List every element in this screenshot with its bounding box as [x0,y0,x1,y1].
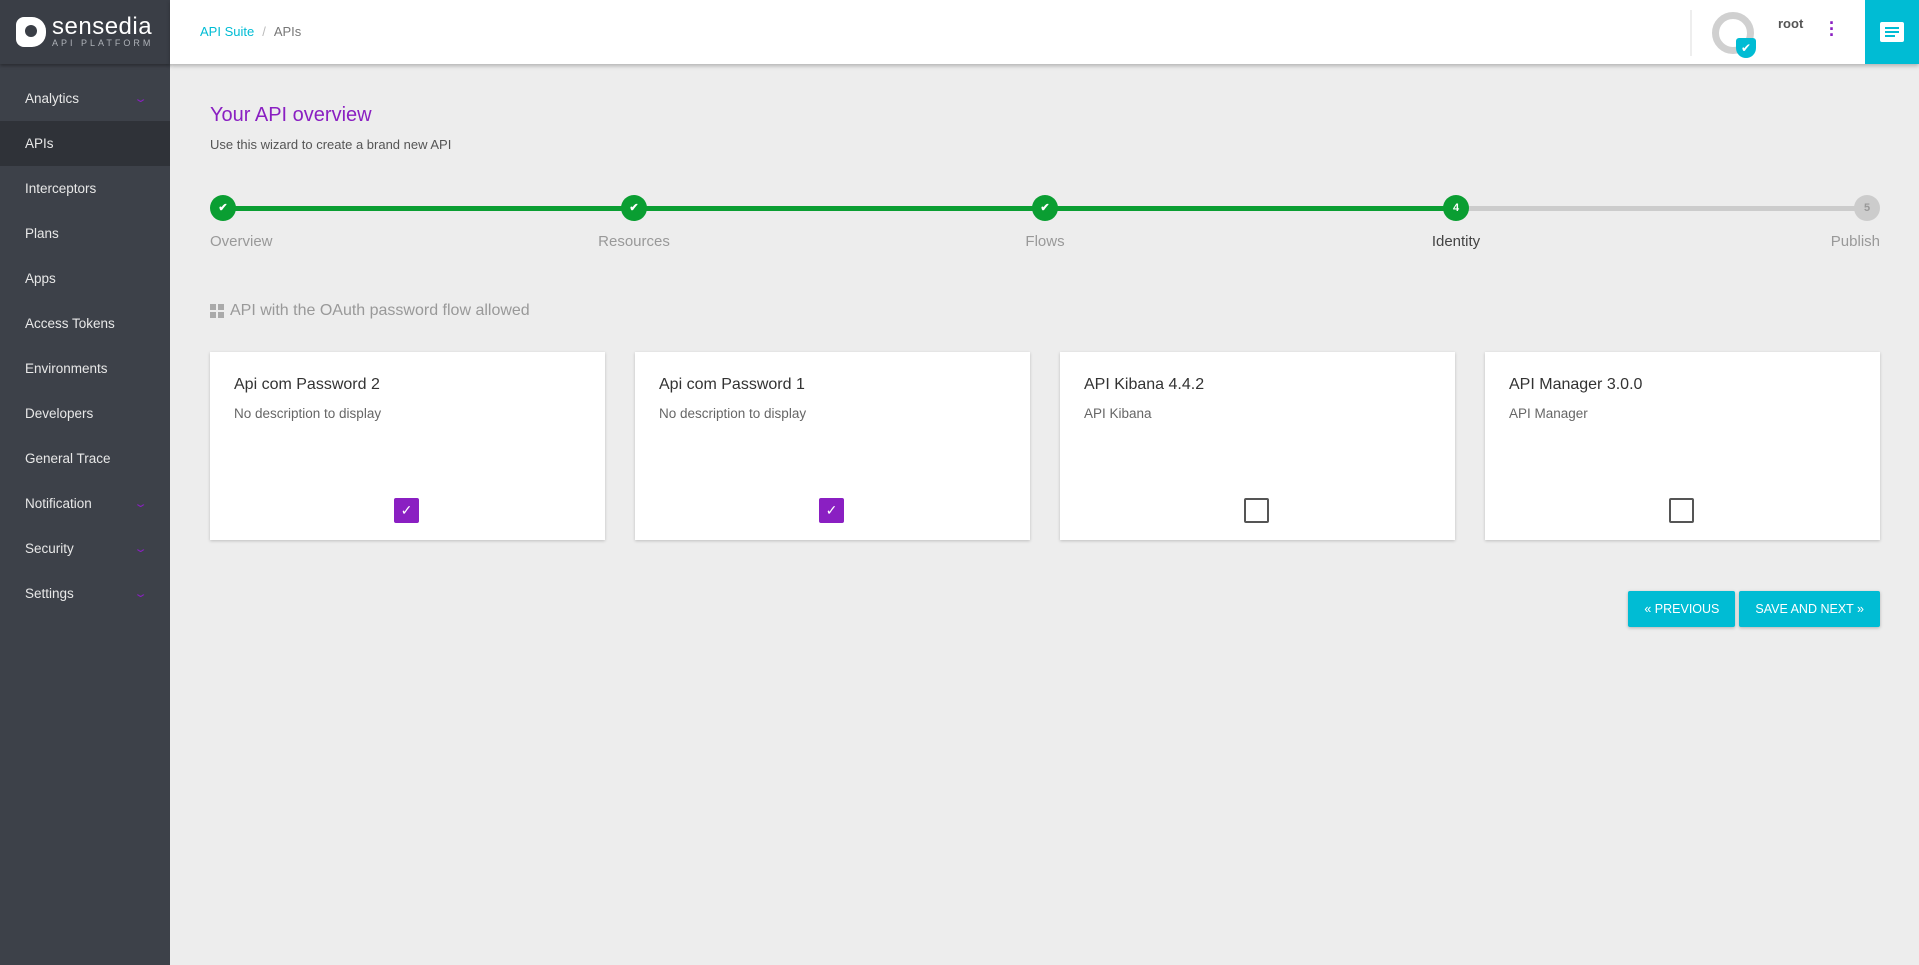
api-card: API Manager 3.0.0 API Manager [1485,352,1880,540]
avatar[interactable] [1712,12,1754,54]
sidebar-item-label: Environments [25,361,108,376]
step-identity-indicator[interactable]: 4 [1443,195,1469,221]
step-flows-indicator[interactable]: ✔ [1032,195,1058,221]
api-select-checkbox[interactable]: ✓ [394,498,419,523]
sidebar: sensedia API PLATFORM Analytics ⌄ APIs Inte… [0,0,170,965]
chat-icon [1880,22,1904,42]
chat-button[interactable] [1865,0,1919,64]
chevron-down-icon: ⌄ [133,93,148,105]
logo[interactable]: sensedia API PLATFORM [0,0,170,64]
step-overview-indicator[interactable]: ✔ [210,195,236,221]
sidebar-item-label: Developers [25,406,94,421]
breadcrumb-separator: / [262,24,266,39]
api-select-checkbox[interactable] [1669,498,1694,523]
step-connector [634,206,1045,211]
section-title: API with the OAuth password flow allowed [230,302,530,319]
sidebar-item-developers[interactable]: Developers [0,391,170,436]
sidebar-item-plans[interactable]: Plans [0,211,170,256]
save-and-next-button[interactable]: SAVE AND NEXT » [1739,591,1880,627]
sidebar-item-settings[interactable]: Settings ⌄ [0,571,170,616]
chevron-down-icon: ⌄ [133,498,148,510]
sidebar-item-label: Apps [25,271,56,286]
dashboard-icon [210,304,224,318]
sidebar-item-environments[interactable]: Environments [0,346,170,391]
api-card: Api com Password 2 No description to disp… [210,352,605,540]
api-card-title: Api com Password 2 [234,376,380,393]
api-card-title: Api com Password 1 [659,376,805,393]
sidebar-item-label: Notification [25,496,92,511]
step-label: Resources [598,233,670,250]
sidebar-item-apps[interactable]: Apps [0,256,170,301]
sensedia-logo-icon [16,17,46,47]
user-menu[interactable]: ✔ root · · · [1690,10,1840,58]
step-label: Overview [210,233,273,250]
step-label: Flows [1025,233,1065,250]
sidebar-item-analytics[interactable]: Analytics ⌄ [0,76,170,121]
wizard-stepper: ✔ Overview ✔ Resources ✔ Flows 4 Identity 5 Publi… [210,195,1880,255]
api-select-checkbox[interactable] [1244,498,1269,523]
previous-button[interactable]: « PREVIOUS [1628,591,1736,627]
step-connector [223,206,634,211]
sidebar-item-label: Security [25,541,74,556]
step-connector [1045,206,1456,211]
api-cards: Api com Password 2 No description to disp… [210,352,1880,540]
sidebar-item-apis[interactable]: APIs [0,121,170,166]
step-label: Publish [1830,233,1880,250]
sidebar-item-label: General Trace [25,451,111,466]
api-card-description: API Manager [1509,406,1588,421]
breadcrumb-apis: APIs [273,24,302,39]
breadcrumb-api-suite[interactable]: API Suite [200,24,255,39]
api-card-description: No description to display [234,406,382,421]
more-vert-icon[interactable]: · · · [1829,13,1835,45]
step-resources-indicator[interactable]: ✔ [621,195,647,221]
page-title: Your API overview [210,104,372,126]
sidebar-item-general-trace[interactable]: General Trace [0,436,170,481]
wizard-actions: « PREVIOUS SAVE AND NEXT » [1628,591,1880,627]
sidebar-item-notification[interactable]: Notification ⌄ [0,481,170,526]
sidebar-item-interceptors[interactable]: Interceptors [0,166,170,211]
api-card-description: API Kibana [1084,406,1152,421]
page-subtitle: Use this wizard to create a brand new AP… [210,137,452,152]
verified-shield-icon: ✔ [1736,38,1756,58]
sidebar-item-security[interactable]: Security ⌄ [0,526,170,571]
section-heading: API with the OAuth password flow allowed [210,302,530,320]
top-header: API Suite / APIs ✔ root · · · [170,0,1919,64]
api-card-description: No description to display [659,406,807,421]
api-card-title: API Kibana 4.4.2 [1084,376,1205,393]
sidebar-item-label: Access Tokens [25,316,115,331]
sidebar-item-label: Plans [25,226,59,241]
api-card: API Kibana 4.4.2 API Kibana [1060,352,1455,540]
api-select-checkbox[interactable]: ✓ [819,498,844,523]
sidebar-item-label: Settings [25,586,74,601]
sidebar-nav: Analytics ⌄ APIs Interceptors Plans Apps Acces… [0,76,170,616]
api-card-title: API Manager 3.0.0 [1509,376,1643,393]
api-card: Api com Password 1 No description to disp… [635,352,1030,540]
step-publish-indicator[interactable]: 5 [1854,195,1880,221]
logo-text: sensedia [52,13,153,40]
sidebar-item-label: Interceptors [25,181,97,196]
sidebar-item-label: APIs [25,136,54,151]
chevron-down-icon: ⌄ [133,543,148,555]
logo-subtitle: API PLATFORM [52,38,154,48]
sidebar-item-label: Analytics [25,91,80,106]
chevron-down-icon: ⌄ [133,588,148,600]
step-label: Identity [1431,233,1481,250]
breadcrumb: API Suite / APIs [200,24,301,39]
step-connector [1456,206,1867,211]
username: root [1778,16,1804,31]
sidebar-item-access-tokens[interactable]: Access Tokens [0,301,170,346]
